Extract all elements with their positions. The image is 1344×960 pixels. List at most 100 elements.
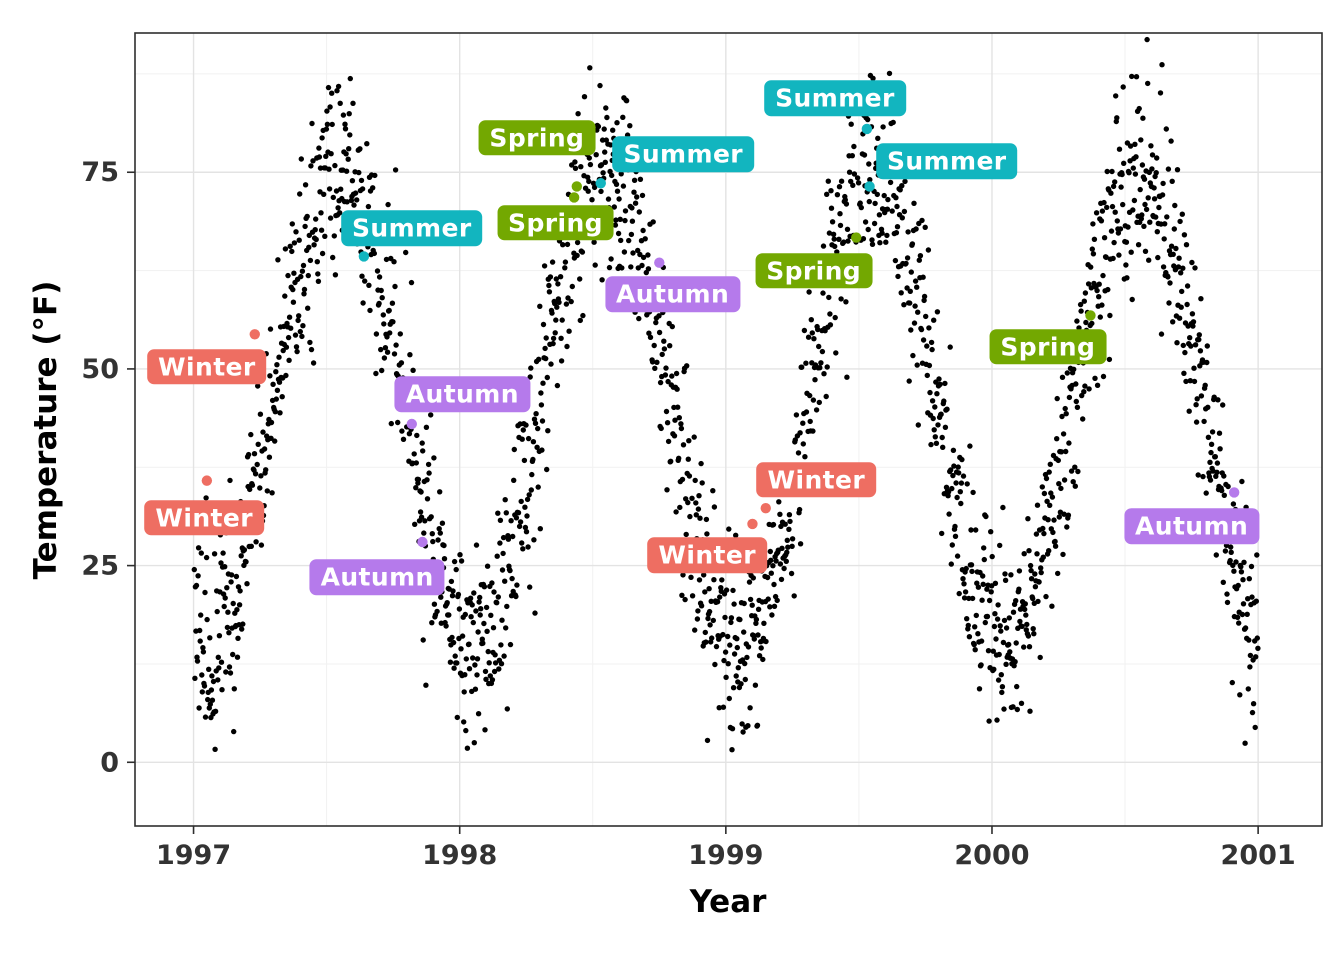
data-point <box>892 257 899 264</box>
data-point <box>522 504 528 510</box>
data-point <box>276 354 282 360</box>
data-point <box>218 659 225 665</box>
data-point <box>809 330 815 336</box>
data-point <box>813 407 820 413</box>
data-point <box>410 367 416 373</box>
data-point <box>782 521 788 527</box>
data-point <box>1220 579 1227 585</box>
data-point <box>1077 301 1084 308</box>
data-point <box>529 471 535 478</box>
data-point <box>589 197 595 203</box>
data-point <box>969 568 975 575</box>
data-point <box>288 325 294 331</box>
season-label-spring: Spring <box>755 252 873 289</box>
data-point <box>555 281 561 287</box>
data-point <box>800 420 806 426</box>
data-point <box>532 420 539 426</box>
data-point <box>544 466 550 473</box>
data-point <box>730 685 737 691</box>
data-point <box>1056 514 1063 520</box>
data-point <box>238 553 244 559</box>
data-point <box>980 581 986 587</box>
data-point <box>837 211 843 217</box>
data-point <box>1041 490 1048 497</box>
data-point <box>604 114 610 121</box>
data-point <box>1082 383 1088 389</box>
data-point <box>1132 141 1138 147</box>
data-point <box>329 121 335 128</box>
data-point <box>425 461 432 468</box>
data-point <box>389 300 396 306</box>
data-point <box>827 322 834 328</box>
data-point <box>438 594 444 600</box>
data-point <box>975 584 982 590</box>
data-point <box>1159 61 1165 68</box>
data-point <box>1064 524 1070 530</box>
data-point <box>429 531 435 537</box>
data-point <box>702 629 708 636</box>
data-point <box>1249 594 1255 600</box>
data-point <box>481 584 488 590</box>
data-point <box>1006 615 1012 621</box>
data-point <box>247 486 253 493</box>
data-point <box>768 557 774 563</box>
data-point <box>963 565 969 572</box>
data-point <box>354 197 360 203</box>
data-point <box>391 351 398 357</box>
data-point <box>557 274 564 280</box>
data-point <box>202 714 209 720</box>
data-point <box>764 574 771 581</box>
data-point <box>235 635 241 641</box>
data-point <box>454 714 460 721</box>
data-point <box>745 644 752 650</box>
data-point <box>897 187 903 193</box>
data-point <box>553 317 559 323</box>
data-point <box>1184 283 1191 289</box>
data-point <box>755 606 762 612</box>
data-point <box>349 178 356 184</box>
data-point <box>417 509 424 515</box>
data-point <box>935 422 941 428</box>
data-point <box>803 360 809 366</box>
data-point <box>894 203 900 210</box>
data-point <box>756 653 763 659</box>
data-point <box>524 496 531 503</box>
data-point <box>684 363 690 369</box>
data-point <box>498 642 504 648</box>
data-point <box>993 636 999 642</box>
data-point <box>744 654 750 661</box>
data-point <box>292 332 299 338</box>
data-point <box>720 704 727 710</box>
data-point <box>1003 625 1010 631</box>
data-point <box>952 523 958 530</box>
data-point <box>283 344 290 350</box>
data-point <box>1237 692 1243 698</box>
data-point <box>215 654 221 660</box>
data-point <box>327 104 333 110</box>
data-point <box>564 241 571 248</box>
data-point <box>237 588 243 594</box>
data-point <box>664 420 671 426</box>
data-point <box>1038 569 1044 576</box>
data-point <box>1000 639 1007 646</box>
data-point <box>297 328 303 335</box>
data-point <box>586 178 592 185</box>
data-point <box>899 183 905 189</box>
data-point <box>221 603 227 610</box>
data-point <box>750 575 756 581</box>
data-point <box>1047 461 1054 467</box>
data-point <box>1109 168 1115 175</box>
data-point <box>954 494 960 501</box>
data-point <box>623 98 630 104</box>
data-point <box>1233 559 1239 565</box>
data-point <box>330 194 336 201</box>
data-point <box>774 597 780 604</box>
data-point <box>1205 404 1211 410</box>
data-point <box>193 582 200 589</box>
data-point <box>996 651 1002 658</box>
data-point <box>1121 160 1127 166</box>
data-point <box>196 705 202 711</box>
data-point <box>667 343 673 349</box>
data-point <box>299 268 306 274</box>
data-point <box>662 372 669 378</box>
